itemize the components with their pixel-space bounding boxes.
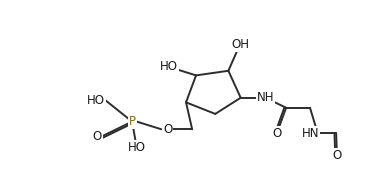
Text: HO: HO xyxy=(128,141,146,154)
Text: NH: NH xyxy=(257,91,274,104)
Text: HN: HN xyxy=(302,127,319,140)
Text: P: P xyxy=(129,115,136,128)
Text: O: O xyxy=(332,149,342,162)
Text: O: O xyxy=(163,123,172,136)
Text: HO: HO xyxy=(160,60,178,73)
Text: O: O xyxy=(93,130,102,143)
Text: O: O xyxy=(272,127,282,140)
Text: OH: OH xyxy=(231,38,249,51)
Text: HO: HO xyxy=(87,94,105,107)
